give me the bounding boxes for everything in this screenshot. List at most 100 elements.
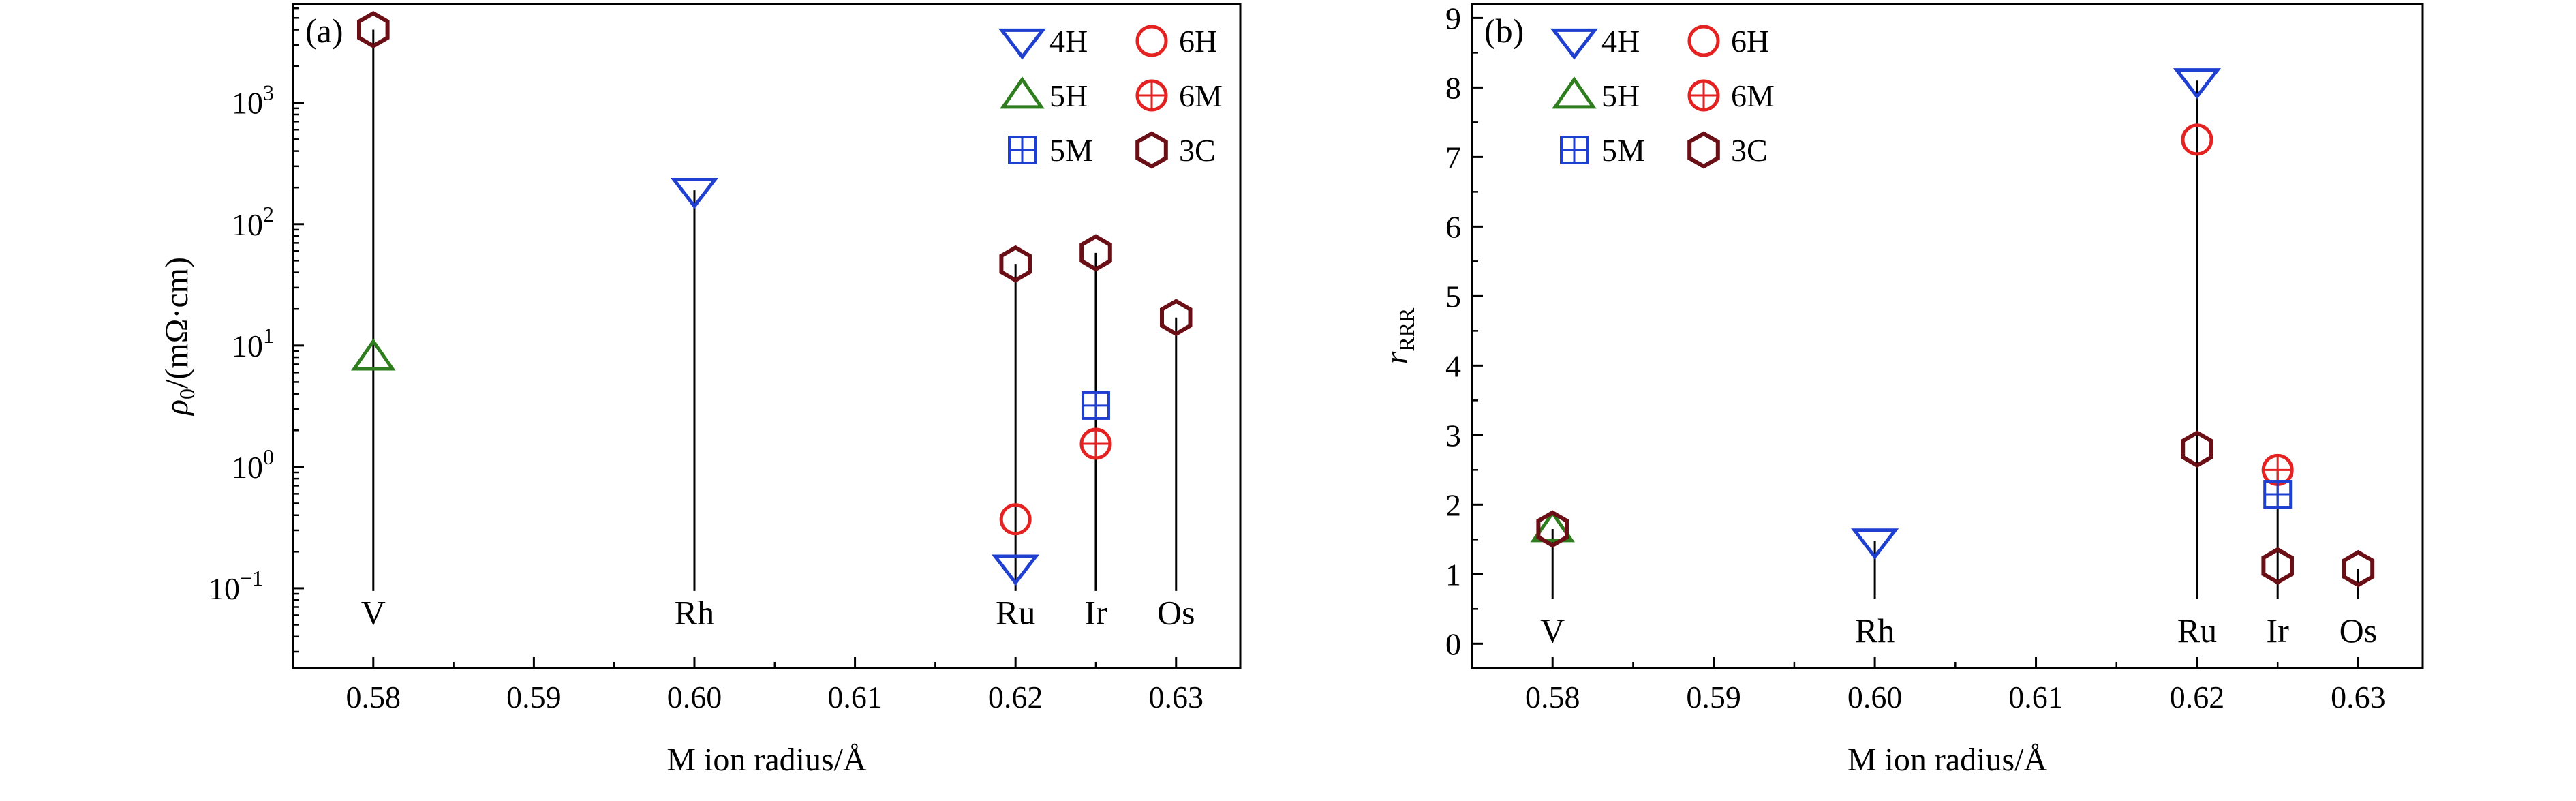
element-label-v: V [1540, 611, 1565, 650]
x-tick-label: 0.62 [2170, 680, 2225, 714]
element-label-os: Os [2340, 611, 2378, 650]
data-point-3c [2181, 430, 2213, 468]
y-tick-label: 0 [1445, 626, 1461, 661]
hexagon-icon [1687, 131, 1720, 169]
y-axis-title: ρ0/(mΩ·cm) [159, 257, 199, 417]
legend-item: 6H [1687, 24, 1769, 59]
data-point-5m [2263, 480, 2293, 509]
legend-item: 3C [1135, 131, 1216, 169]
circle-icon [1135, 25, 1168, 57]
triangle-up-icon [1000, 76, 1045, 109]
hexagon-icon [1536, 510, 1569, 548]
y-tick-label: 8 [1445, 70, 1461, 105]
legend-label: 5H [1049, 78, 1088, 113]
x-tick-label: 0.61 [2008, 680, 2064, 714]
y-tick-label: 102 [232, 202, 274, 242]
element-label-ir: Ir [2267, 611, 2290, 650]
hexagon-icon [357, 11, 390, 48]
y-tick-label: 103 [232, 80, 274, 121]
triangle-down-icon [1550, 28, 1599, 60]
legend-label: 5M [1601, 133, 1645, 168]
data-point-3c [357, 11, 390, 48]
legend-item: 5M [1008, 133, 1093, 168]
legend-marker-6m [1135, 79, 1168, 112]
x-tick-label: 0.58 [346, 680, 401, 714]
plot-frame [1471, 3, 2424, 669]
legend-label: 3C [1179, 133, 1216, 168]
hexagon-icon [999, 245, 1032, 283]
x-axis-title: M ion radius/Å [666, 742, 867, 778]
legend-marker-3c [1135, 131, 1168, 169]
legend-label: 6H [1179, 24, 1217, 59]
triangle-down-icon [670, 178, 719, 209]
legend-item: 5H [1552, 76, 1640, 113]
data-point-5h [1530, 510, 1576, 543]
hexagon-icon [2181, 430, 2213, 468]
data-point-4h [992, 554, 1040, 586]
circle-icon [2181, 123, 2213, 156]
legend-label: 6M [1731, 78, 1775, 113]
legend-label: 4H [1049, 24, 1088, 59]
legend-marker-4h [998, 28, 1047, 60]
y-tick-label: 7 [1445, 140, 1461, 175]
legend-marker-5h [1000, 76, 1045, 109]
triangle-down-icon [998, 28, 1047, 60]
hexagon-icon [1160, 299, 1193, 337]
legend-item: 6M [1135, 78, 1223, 113]
hexagon-icon [2342, 549, 2375, 588]
hexagon-icon [1079, 234, 1112, 272]
legend-marker-6m [1687, 79, 1720, 112]
data-point-4h [670, 178, 719, 209]
data-point-3c [2342, 549, 2375, 588]
circle-icon [999, 503, 1032, 536]
y-tick-label: 100 [232, 444, 274, 485]
data-point-5m [1081, 391, 1110, 420]
element-label-ru: Ru [2177, 611, 2217, 650]
data-point-6h [999, 503, 1032, 536]
triangle-up-icon [1530, 510, 1576, 543]
legend: 4H 5H 5M 6H 6M 3C [1550, 24, 1775, 169]
data-point-3c [1079, 234, 1112, 272]
legend-label: 5H [1601, 78, 1640, 113]
x-tick-label: 0.63 [1149, 680, 1204, 714]
chart-panel-b: 0.58 0.59 0.60 0.61 0.62 0.63 0 1 2 3 4 5 6 7 8 9 M ion … [1379, 1, 2424, 778]
y-tick-label: 4 [1445, 348, 1461, 383]
y-tick-label: 5 [1445, 279, 1461, 314]
panel-label: (a) [305, 12, 343, 50]
y-tick-label: 9 [1445, 1, 1461, 35]
legend-marker-5m [1560, 136, 1589, 164]
legend-item: 5M [1560, 133, 1645, 168]
data-point-3c [1536, 510, 1569, 548]
y-axis-title: rRRR [1379, 307, 1419, 364]
triangle-down-icon [992, 554, 1040, 586]
y-tick-label: 2 [1445, 487, 1461, 522]
panel-label: (b) [1484, 12, 1524, 50]
x-tick-label: 0.62 [988, 680, 1043, 714]
legend-marker-3c [1687, 131, 1720, 169]
legend-label: 6M [1179, 78, 1223, 113]
element-label-ru: Ru [996, 593, 1035, 631]
triangle-up-icon [351, 338, 396, 371]
legend-item: 4H [998, 24, 1088, 60]
legend-marker-6h [1687, 25, 1720, 57]
hexagon-icon [2261, 547, 2294, 585]
data-point-4h [1851, 528, 1899, 560]
y-tick-label: 1 [1445, 557, 1461, 592]
legend-label: 4H [1601, 24, 1640, 59]
element-label-rh: Rh [1855, 611, 1895, 650]
triangle-down-icon [2173, 68, 2222, 100]
hexagon-icon [1135, 131, 1168, 169]
x-axis-title: M ion radius/Å [1847, 742, 2048, 778]
legend-marker-6h [1135, 25, 1168, 57]
x-tick-label: 0.59 [506, 680, 562, 714]
x-tick-label: 0.60 [1847, 680, 1903, 714]
data-point-4h [2173, 68, 2222, 100]
x-tick-label: 0.61 [827, 680, 883, 714]
legend-label: 6H [1731, 24, 1769, 59]
legend-item: 6M [1687, 78, 1775, 113]
legend-marker-5h [1552, 76, 1597, 109]
legend-item: 3C [1687, 131, 1768, 169]
legend-marker-5m [1008, 136, 1037, 164]
element-label-os: Os [1157, 593, 1195, 631]
